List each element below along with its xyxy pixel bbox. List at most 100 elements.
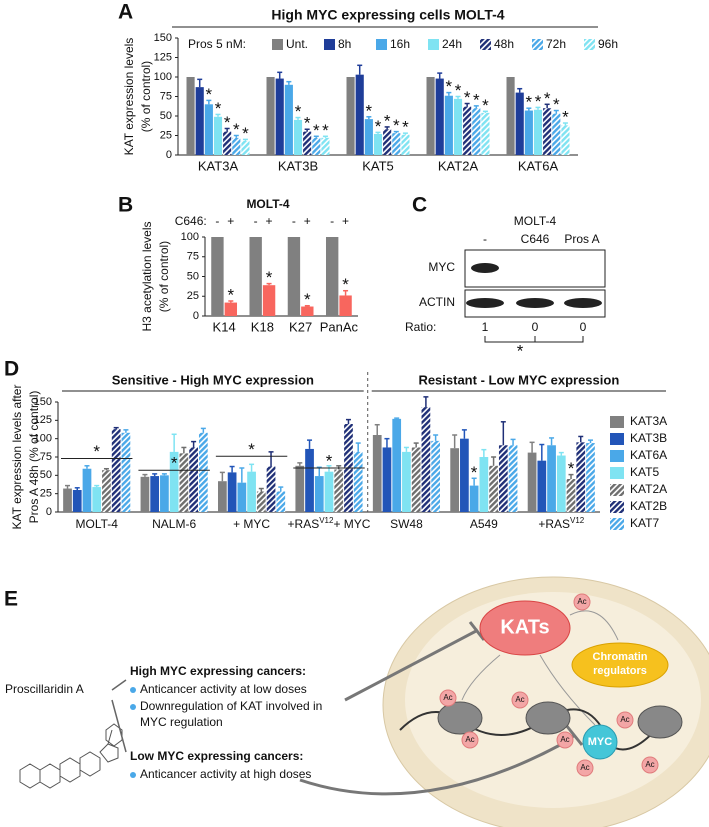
series-header: - <box>254 214 258 228</box>
chart-title: High MYC expressing cells MOLT-4 <box>271 7 504 23</box>
bar <box>241 140 250 155</box>
sig-star: * <box>342 275 349 294</box>
ac-marker <box>511 691 529 709</box>
bar <box>460 438 469 512</box>
sig-star: * <box>206 85 213 104</box>
y-tick-label: 0 <box>46 506 52 518</box>
bar <box>469 485 479 512</box>
legend-label: 16h <box>390 37 410 51</box>
ac-marker <box>576 759 594 777</box>
bar <box>355 74 364 155</box>
y-axis-label: KAT expression levels after <box>10 385 24 530</box>
bar <box>339 295 352 316</box>
bar <box>435 78 444 155</box>
chromatin-label: Chromatin <box>593 651 648 663</box>
y-tick-label: 0 <box>166 149 172 161</box>
bullet <box>130 687 136 693</box>
molecule <box>19 723 123 789</box>
bar <box>353 451 363 512</box>
sig-star: * <box>375 117 382 136</box>
sig-star: * <box>544 89 551 108</box>
legend-label: 72h <box>546 37 566 51</box>
bar <box>566 479 576 512</box>
bar <box>284 84 293 155</box>
ac-label: Ac <box>620 715 629 724</box>
x-tick-label: +RASV12+ MYC <box>288 516 371 532</box>
panel-e: E Proscillaridin A High MYC expressing c… <box>4 576 709 827</box>
x-tick-label: + MYC <box>233 517 270 531</box>
bar <box>450 448 460 512</box>
sig-bracket <box>484 336 584 343</box>
bar <box>537 460 547 512</box>
bar <box>508 445 518 512</box>
bar <box>498 445 508 512</box>
arrow <box>461 610 619 726</box>
bullet-text: Downregulation of KAT involved in <box>140 699 322 713</box>
compound-name: Proscillaridin A <box>5 682 84 696</box>
bar <box>160 475 169 512</box>
sig-star: * <box>233 120 240 139</box>
sig-star: * <box>322 121 329 140</box>
bar <box>373 133 383 155</box>
sig-star: * <box>295 102 302 121</box>
legend-swatch <box>584 39 595 50</box>
bar <box>481 112 490 155</box>
chromatin-node <box>571 642 669 688</box>
legend-label: 96h <box>598 37 618 51</box>
bar <box>543 108 552 155</box>
bar <box>295 465 305 512</box>
bullet <box>130 704 136 710</box>
bar <box>472 108 481 155</box>
bar <box>287 237 301 316</box>
legend-label: Unt. <box>286 37 308 51</box>
y-tick-label: 50 <box>160 110 172 122</box>
series-header: + <box>227 214 234 228</box>
legend-swatch <box>610 518 624 530</box>
bar <box>392 133 401 155</box>
bar <box>266 77 275 155</box>
bar <box>527 452 537 512</box>
sig-star: * <box>455 81 462 100</box>
x-tick-label: MOLT-4 <box>75 517 118 531</box>
sig-star: * <box>326 451 333 470</box>
bar <box>411 447 421 512</box>
bar <box>92 487 102 512</box>
bar <box>586 443 595 512</box>
bar <box>303 131 312 155</box>
inhibition-arrow <box>299 724 584 796</box>
kats-node <box>479 600 571 656</box>
legend-label: KAT3B <box>630 431 667 445</box>
x-tick-label: +RASV12 <box>538 516 584 532</box>
x-tick-label: PanAc <box>320 319 359 334</box>
y-tick-label: 25 <box>40 488 52 500</box>
ac-label: Ac <box>645 760 654 769</box>
bar <box>186 77 195 155</box>
sig-star: * <box>526 93 533 112</box>
myc-label: MYC <box>588 736 613 748</box>
x-tick-label: KAT3B <box>278 158 318 173</box>
sig-star: * <box>464 88 471 107</box>
bar <box>275 78 284 155</box>
bar <box>489 465 498 512</box>
bar <box>324 471 334 512</box>
sig-star: * <box>553 95 560 114</box>
blot-band <box>466 298 504 308</box>
y-axis-label: Pros A 48h (% of control) <box>27 391 41 524</box>
legend-swatch <box>610 467 624 479</box>
ac-marker <box>556 731 574 749</box>
sig-star: * <box>215 99 222 118</box>
bar <box>266 466 276 512</box>
y-tick-label: 75 <box>160 90 172 102</box>
bar <box>111 429 121 512</box>
panel-letter: D <box>4 358 19 381</box>
bar <box>444 95 453 155</box>
x-tick-label: K27 <box>289 319 312 334</box>
bar <box>334 469 344 512</box>
sig-star: * <box>93 442 100 461</box>
row-label: C646: <box>175 214 207 228</box>
legend-swatch <box>610 484 624 496</box>
ac-label: Ac <box>465 735 474 744</box>
x-tick-label: KAT6A <box>518 158 559 173</box>
sig-star: * <box>482 96 489 115</box>
